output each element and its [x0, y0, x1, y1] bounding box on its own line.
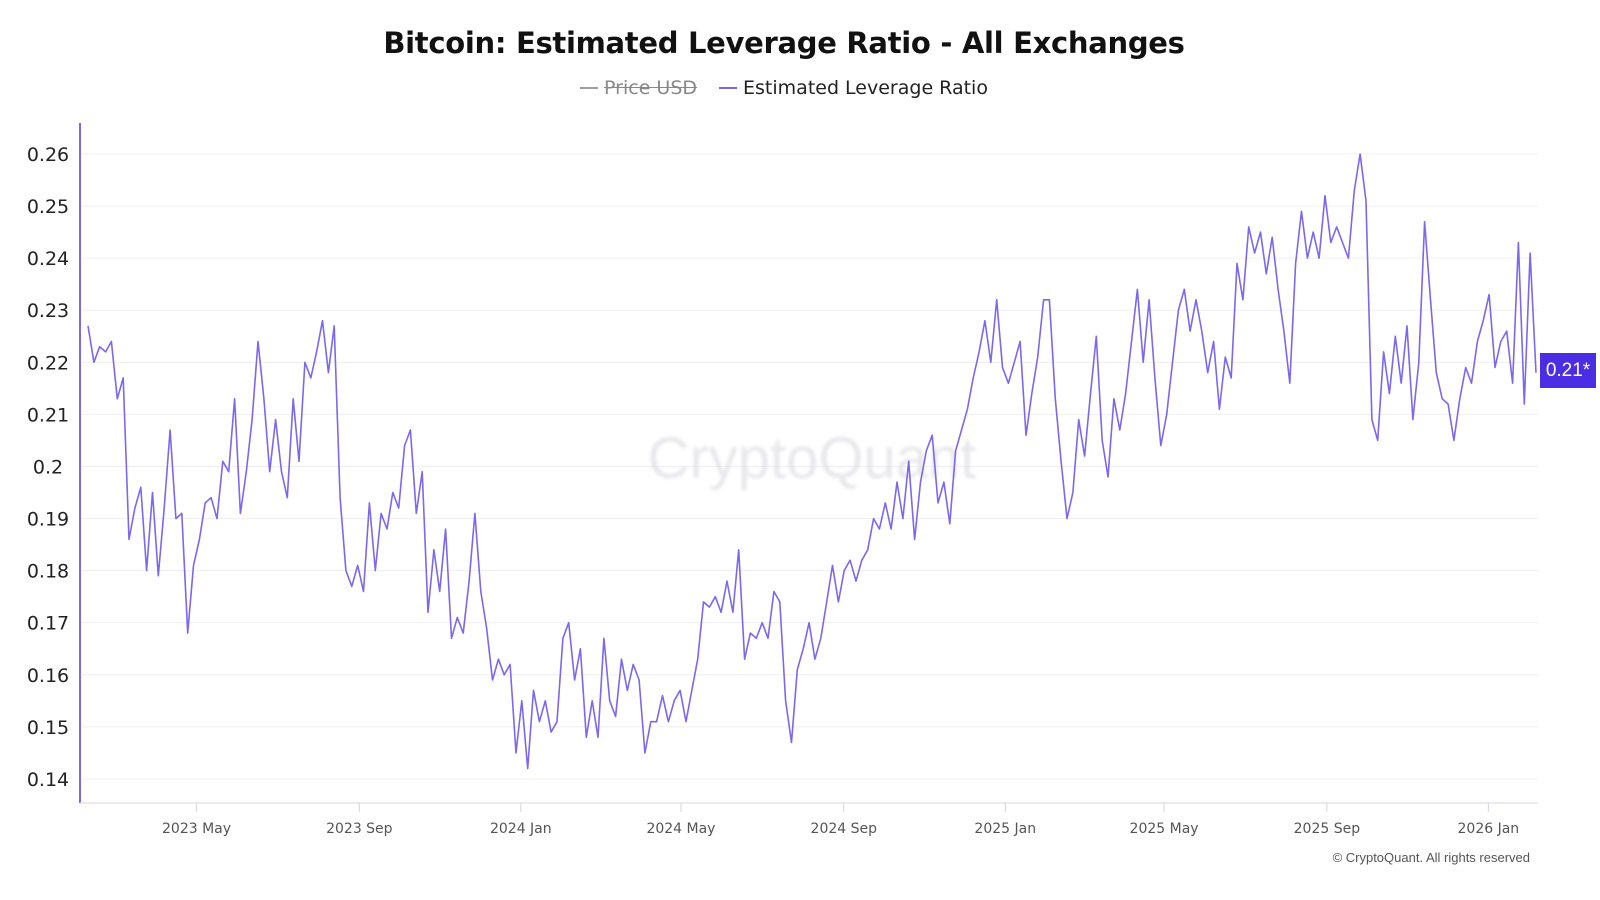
chart-title: Bitcoin: Estimated Leverage Ratio - All …: [383, 26, 1185, 60]
x-tick-label: 2023 May: [162, 821, 231, 837]
legend-label-leverage: Estimated Leverage Ratio: [743, 77, 988, 99]
y-tick-label: 0.17: [27, 613, 69, 635]
y-tick-label: 0.15: [27, 717, 69, 739]
y-tick-label: 0.25: [27, 196, 69, 218]
legend-swatch-price: [580, 87, 599, 89]
y-tick-label: 0.19: [27, 509, 69, 531]
x-tick-label: 2025 Sep: [1294, 821, 1361, 837]
legend-swatch-leverage: [719, 87, 738, 89]
y-axis-ticks: 0.14 0.15 0.16 0.17 0.18 0.19 0.2 0.21 0.22 0.23 0…: [27, 144, 69, 791]
legend-item-price-usd[interactable]: Price USD: [580, 77, 697, 99]
x-tick-label: 2024 May: [646, 821, 715, 837]
x-tick-label: 2024 Sep: [811, 821, 878, 837]
copyright: © CryptoQuant. All rights reserved: [1332, 850, 1530, 865]
watermark: CryptoQuant: [648, 426, 977, 491]
legend-label-price: Price USD: [604, 77, 698, 99]
y-tick-label: 0.26: [27, 144, 69, 166]
series-line-estimated-leverage-ratio[interactable]: [87, 153, 1537, 770]
y-tick-label: 0.14: [27, 769, 69, 791]
last-value-label: 0.21*: [1540, 353, 1596, 388]
x-tick-label: 2026 Jan: [1458, 821, 1520, 837]
y-tick-label: 0.16: [27, 665, 69, 687]
legend: Price USD Estimated Leverage Ratio: [0, 77, 1568, 99]
x-axis-ticks: 2023 May 2023 Sep 2024 Jan 2024 May 2024 Sep…: [162, 803, 1519, 837]
x-tick-label: 2025 May: [1130, 821, 1199, 837]
y-tick-label: 0.23: [27, 300, 69, 322]
y-tick-label: 0.22: [27, 352, 69, 374]
legend-item-leverage-ratio[interactable]: Estimated Leverage Ratio: [719, 77, 988, 99]
y-tick-label: 0.2: [33, 456, 63, 478]
y-tick-label: 0.21: [27, 404, 69, 426]
gridlines: [82, 153, 1538, 780]
x-tick-label: 2023 Sep: [326, 821, 393, 837]
y-tick-label: 0.24: [27, 248, 69, 270]
x-tick-label: 2024 Jan: [490, 821, 552, 837]
x-tick-label: 2025 Jan: [974, 821, 1036, 837]
y-tick-label: 0.18: [27, 561, 69, 583]
